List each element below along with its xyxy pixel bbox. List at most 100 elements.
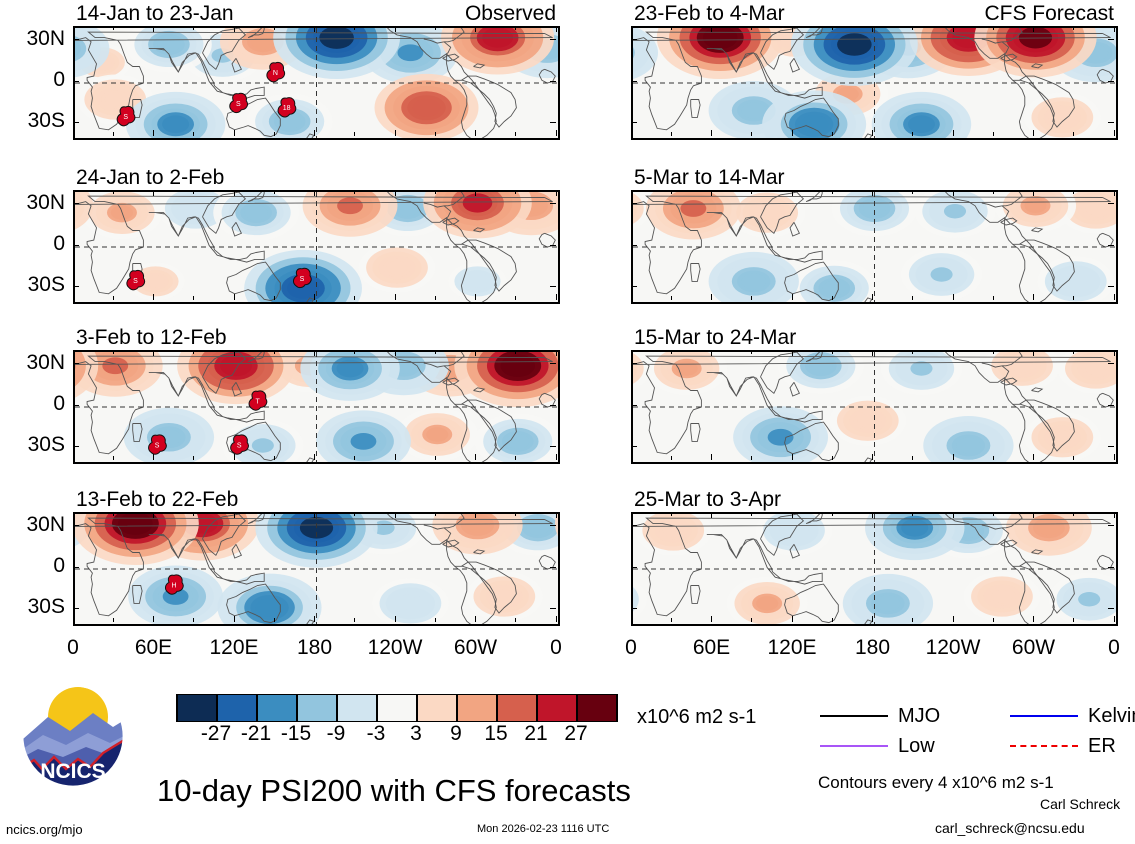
coastline — [784, 583, 839, 624]
coastline — [454, 239, 517, 292]
map-field-fcst-4 — [633, 514, 1116, 624]
colorbar-tick-label: 9 — [450, 722, 462, 745]
storm-marker: S — [229, 92, 248, 114]
coastline — [1012, 399, 1075, 452]
colorbar-swatch — [337, 695, 377, 721]
storm-label: T — [255, 398, 260, 405]
legend-line-mjo — [820, 715, 888, 717]
coastline — [633, 355, 1111, 455]
coastline — [132, 99, 143, 118]
storm-label: S — [133, 278, 138, 285]
coastline — [633, 195, 1111, 295]
coastline — [231, 382, 243, 397]
x-axis-label: 60W — [1011, 636, 1056, 659]
coastline — [760, 352, 805, 395]
x-axis-label: 120E — [209, 636, 259, 659]
y-axis-label: 0 — [53, 392, 65, 415]
coastline — [231, 544, 243, 559]
coastline — [1000, 217, 1018, 226]
map-field-fcst-1 — [633, 28, 1116, 138]
panel-title-obs-4: 13-Feb to 22-Feb — [76, 488, 239, 511]
coastline — [789, 222, 801, 237]
y-axis-label: 0 — [53, 232, 65, 255]
storm-marker: N — [266, 62, 286, 83]
column-header-observed: Observed — [464, 2, 556, 25]
colorbar-swatch — [537, 695, 577, 721]
coastline — [945, 192, 1023, 223]
coastline — [864, 457, 873, 462]
coastline — [473, 387, 486, 393]
legend-line-kelvin-x2 — [1010, 715, 1078, 717]
y-axis-label: 30N — [26, 190, 65, 214]
panel-title-obs-2: 24-Jan to 2-Feb — [76, 166, 225, 189]
coastline — [306, 133, 315, 138]
colorbar-tick-label: 21 — [524, 722, 548, 745]
coastline — [75, 31, 553, 131]
coastline — [690, 99, 701, 118]
storm-marker: S — [148, 434, 167, 455]
map-field-obs-4: H — [75, 514, 558, 624]
coastline — [1031, 63, 1044, 69]
coastline — [148, 212, 265, 263]
coastline — [706, 212, 823, 263]
coastline — [1012, 561, 1075, 614]
panel-title-fcst-2: 5-Mar to 14-Mar — [634, 166, 785, 189]
coastline — [784, 421, 839, 462]
coastline — [473, 549, 486, 555]
colorbar-tick-label: -3 — [366, 722, 386, 745]
colorbar-swatch — [217, 695, 257, 721]
colorbar-tick-label: -15 — [280, 722, 312, 745]
coastline — [387, 514, 465, 545]
y-axis-label: 0 — [53, 554, 65, 577]
coastline — [247, 514, 265, 525]
y-axis-label: 30S — [27, 433, 65, 457]
x-axis-label: 120E — [767, 636, 817, 659]
coastline — [306, 297, 315, 302]
ncics-logo: NCICS — [22, 685, 124, 787]
legend-line-low — [820, 745, 888, 747]
coastline — [789, 544, 801, 559]
map-field-obs-1: N S 18 S — [75, 28, 558, 138]
panel-title-obs-3: 3-Feb to 12-Feb — [76, 326, 227, 349]
colorbar-swatch — [577, 695, 617, 721]
colorbar-tick-label: -21 — [240, 722, 272, 745]
coastline — [148, 48, 265, 99]
coastline — [442, 539, 460, 548]
colorbar-units-label: x10^6 m2 s-1 — [637, 706, 757, 728]
coastline — [805, 28, 823, 39]
coastline — [75, 195, 553, 295]
coastline — [864, 619, 873, 624]
colorbar-tick-label: 3 — [410, 722, 422, 745]
timestamp: Mon 2026-02-23 1116 UTC — [477, 823, 610, 835]
colorbar-tick-label: 27 — [564, 722, 588, 745]
y-axis-label: 30S — [27, 273, 65, 297]
colorbar-swatch — [257, 695, 297, 721]
colorbar-swatch — [297, 695, 337, 721]
x-axis-label: 60W — [453, 636, 498, 659]
storm-label: S — [123, 114, 128, 121]
storm-marker: S — [230, 434, 249, 455]
coastline — [945, 28, 1023, 59]
coastline — [1031, 227, 1044, 233]
coastline — [306, 619, 315, 624]
colorbar-tick-label: -27 — [200, 722, 232, 745]
coastline — [454, 561, 517, 614]
coastline — [202, 192, 247, 235]
coastline — [132, 423, 143, 442]
coastline — [945, 514, 1023, 545]
legend-label-mjo: MJO — [898, 705, 941, 727]
coastline — [690, 423, 701, 442]
coastline — [247, 192, 265, 203]
coastline — [148, 372, 265, 423]
coastline — [1000, 53, 1018, 62]
x-axis-label: 120W — [367, 636, 423, 659]
map-field-fcst-2 — [633, 192, 1116, 302]
figure-title: 10-day PSI200 with CFS forecasts — [157, 773, 631, 808]
x-axis-label: 0 — [67, 636, 79, 659]
storm-marker: T — [248, 390, 268, 411]
map-panel-fcst-1 — [631, 26, 1118, 140]
storm-label: 18 — [283, 105, 291, 112]
y-axis-label: 30S — [27, 109, 65, 133]
x-axis-label: 60E — [134, 636, 173, 659]
